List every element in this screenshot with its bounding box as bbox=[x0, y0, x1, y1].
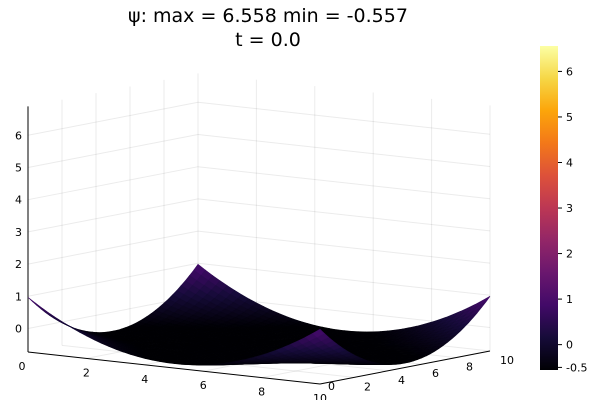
z-tick-label: 5 bbox=[15, 161, 22, 174]
grid-line-z-back bbox=[197, 166, 491, 200]
x-tick-label: 0 bbox=[19, 360, 26, 373]
colorbar-tick-label: 1 bbox=[566, 293, 573, 306]
colorbar-gradient bbox=[540, 46, 558, 370]
x-tick-label: 4 bbox=[141, 373, 148, 386]
x-tick-label: 8 bbox=[258, 386, 265, 399]
chart-title-line2: t = 0.0 bbox=[235, 29, 301, 51]
grid-line-z-back bbox=[197, 101, 491, 135]
y-tick-label: 10 bbox=[500, 354, 514, 367]
grid-line-z bbox=[27, 198, 199, 233]
grid-line-z-back bbox=[197, 198, 491, 232]
colorbar-tick-label: 6 bbox=[566, 65, 573, 78]
axes-layer bbox=[27, 106, 491, 385]
grid-line-z-back bbox=[197, 262, 491, 296]
y-tick-label: 8 bbox=[466, 361, 473, 374]
grid-line-z bbox=[27, 166, 199, 201]
colorbar-tick-label: -0.5 bbox=[566, 361, 587, 374]
surface-patch bbox=[312, 328, 325, 338]
chart-title-line1: ψ: max = 6.558 min = -0.557 bbox=[128, 5, 408, 27]
z-tick-label: 1 bbox=[15, 290, 22, 303]
grid-line-z bbox=[27, 134, 199, 168]
grid-line-z-back bbox=[197, 230, 491, 264]
z-tick-label: 3 bbox=[15, 226, 22, 239]
grid-line-z bbox=[27, 101, 199, 136]
z-tick-label: 0 bbox=[15, 322, 22, 335]
grid-line-z bbox=[27, 262, 199, 297]
x-tick-label: 10 bbox=[313, 392, 327, 400]
colorbar-tick-label: 0 bbox=[566, 339, 573, 352]
colorbar-ticks: 0 1 2 3 4 5 6 -0.5 bbox=[558, 65, 587, 374]
y-tick-label: 2 bbox=[364, 380, 371, 393]
z-tick-label: 4 bbox=[15, 194, 22, 207]
grid-line-z bbox=[27, 230, 199, 265]
grid-line-z-back bbox=[197, 133, 491, 167]
x-axis-line bbox=[27, 351, 321, 385]
surface bbox=[27, 263, 491, 366]
colorbar-tick-label: 4 bbox=[566, 156, 573, 169]
y-tick-label: 0 bbox=[328, 380, 335, 393]
colorbar-tick-label: 5 bbox=[566, 111, 573, 124]
y-tick-label: 4 bbox=[398, 374, 405, 387]
colorbar-tick-label: 3 bbox=[566, 202, 573, 215]
y-axis-line bbox=[319, 350, 491, 385]
x-tick-label: 2 bbox=[83, 366, 90, 379]
y-tick-label: 6 bbox=[432, 367, 439, 380]
colorbar: 0 1 2 3 4 5 6 -0.5 bbox=[540, 46, 587, 374]
colorbar-tick-label: 2 bbox=[566, 248, 573, 261]
z-tick-label: 6 bbox=[15, 129, 22, 142]
x-tick-label: 6 bbox=[200, 379, 207, 392]
z-tick-label: 2 bbox=[15, 258, 22, 271]
